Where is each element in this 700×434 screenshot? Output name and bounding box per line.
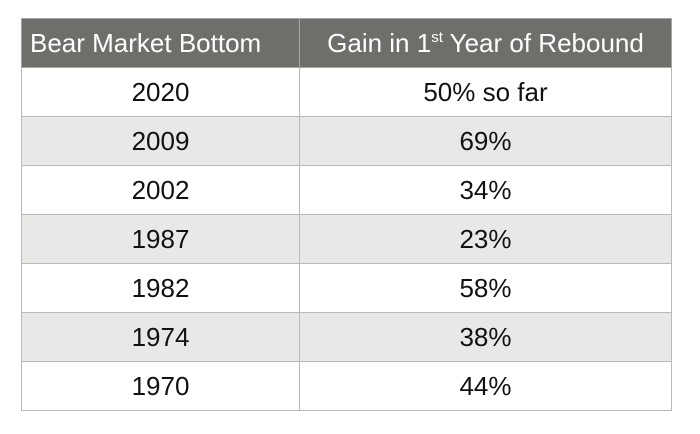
year-cell: 1970 [21,361,300,411]
gain-cell: 23% [299,214,672,264]
gain-cell: 44% [299,361,672,411]
header-gain-superscript: st [431,28,443,46]
table-row: 1970 44% [21,361,672,411]
table-row: 2009 69% [21,116,672,166]
header-gain-first-year: Gain in 1st Year of Rebound [299,18,672,68]
year-cell: 2020 [21,67,300,117]
table-row: 2020 50% so far [21,67,672,117]
header-gain-part2: Year of Rebound [442,27,644,58]
gain-cell: 69% [299,116,672,166]
rebound-table: Bear Market Bottom Gain in 1st Year of R… [21,18,672,411]
table-row: 1987 23% [21,214,672,264]
table-row: 1974 38% [21,312,672,362]
year-cell: 2002 [21,165,300,215]
gain-cell: 58% [299,263,672,313]
gain-cell: 50% so far [299,67,672,117]
year-cell: 1987 [21,214,300,264]
header-gain-part1: Gain in 1 [327,27,432,58]
gain-cell: 34% [299,165,672,215]
year-cell: 1974 [21,312,300,362]
year-cell: 1982 [21,263,300,313]
header-bear-market-bottom: Bear Market Bottom [21,18,300,68]
table-row: 1982 58% [21,263,672,313]
rebound-table-container: Bear Market Bottom Gain in 1st Year of R… [21,18,672,411]
year-cell: 2009 [21,116,300,166]
table-row: 2002 34% [21,165,672,215]
table-header-row: Bear Market Bottom Gain in 1st Year of R… [21,18,672,68]
table-body: 2020 50% so far 2009 69% 2002 34% 1987 2… [21,67,672,411]
gain-cell: 38% [299,312,672,362]
